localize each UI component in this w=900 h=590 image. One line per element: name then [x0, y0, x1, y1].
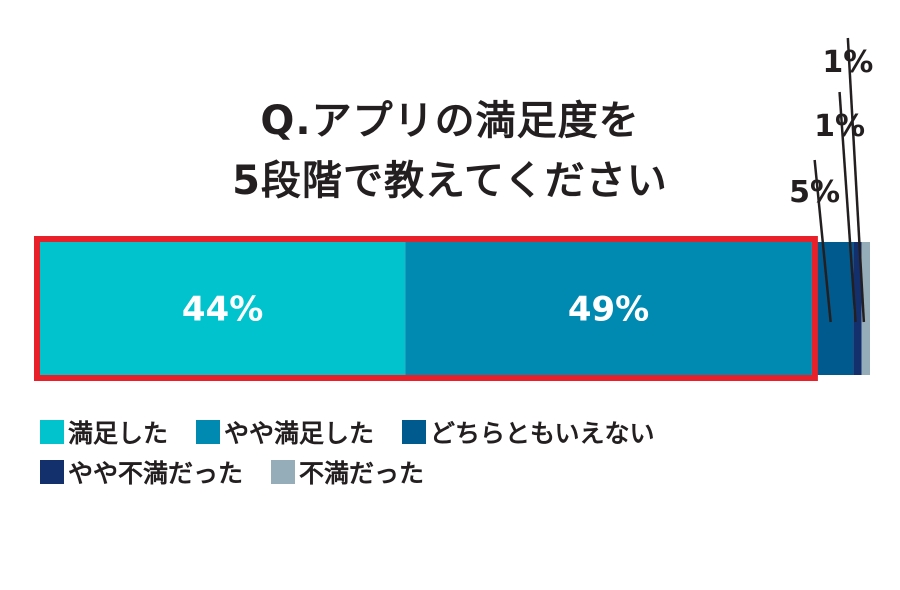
legend-swatch	[196, 420, 221, 444]
highlight-frame	[34, 236, 818, 381]
legend-swatch	[402, 420, 427, 444]
legend-label: 不満だった	[299, 459, 425, 488]
bar-segment-5	[861, 242, 870, 375]
bar-segment-4	[853, 242, 862, 375]
legend-label: やや満足した	[224, 419, 375, 448]
legend-label: どちらともいえない	[430, 419, 655, 448]
bar-segment-1	[40, 242, 406, 375]
data-label-5: 1%	[822, 45, 873, 80]
leader-line-3	[813, 159, 832, 323]
chart-title-line-1: Q.アプリの満足度を	[260, 98, 640, 144]
bar-segment-2	[405, 242, 812, 375]
legend-label: 満足した	[68, 419, 169, 448]
legend-item-somewhat-satisfied: やや満足した	[196, 414, 374, 450]
legend-item-neutral: どちらともいえない	[402, 414, 655, 450]
leader-line-5	[846, 37, 866, 323]
legend-swatch	[40, 460, 64, 484]
legend-swatch	[271, 460, 296, 484]
data-label-1: 44%	[182, 290, 263, 330]
legend-row-1: 満足した やや満足した どちらともいえない	[40, 412, 683, 452]
data-label-3: 5%	[789, 175, 840, 210]
legend-item-somewhat-dissatisfied: やや不満だった	[40, 454, 243, 490]
bar-segment-3	[811, 242, 854, 375]
data-label-4: 1%	[814, 109, 865, 144]
data-label-2: 49%	[568, 290, 649, 330]
legend-item-dissatisfied: 不満だった	[271, 454, 424, 490]
legend-row-2: やや不満だった 不満だった	[40, 452, 683, 492]
legend: 満足した やや満足した どちらともいえない やや不満だった 不満だった	[40, 412, 683, 492]
legend-item-satisfied: 満足した	[40, 414, 168, 450]
leader-line-4	[838, 91, 857, 323]
legend-swatch	[40, 420, 64, 444]
legend-label: やや不満だった	[68, 459, 244, 488]
chart-title-line-2: 5段階で教えてください	[232, 158, 668, 204]
